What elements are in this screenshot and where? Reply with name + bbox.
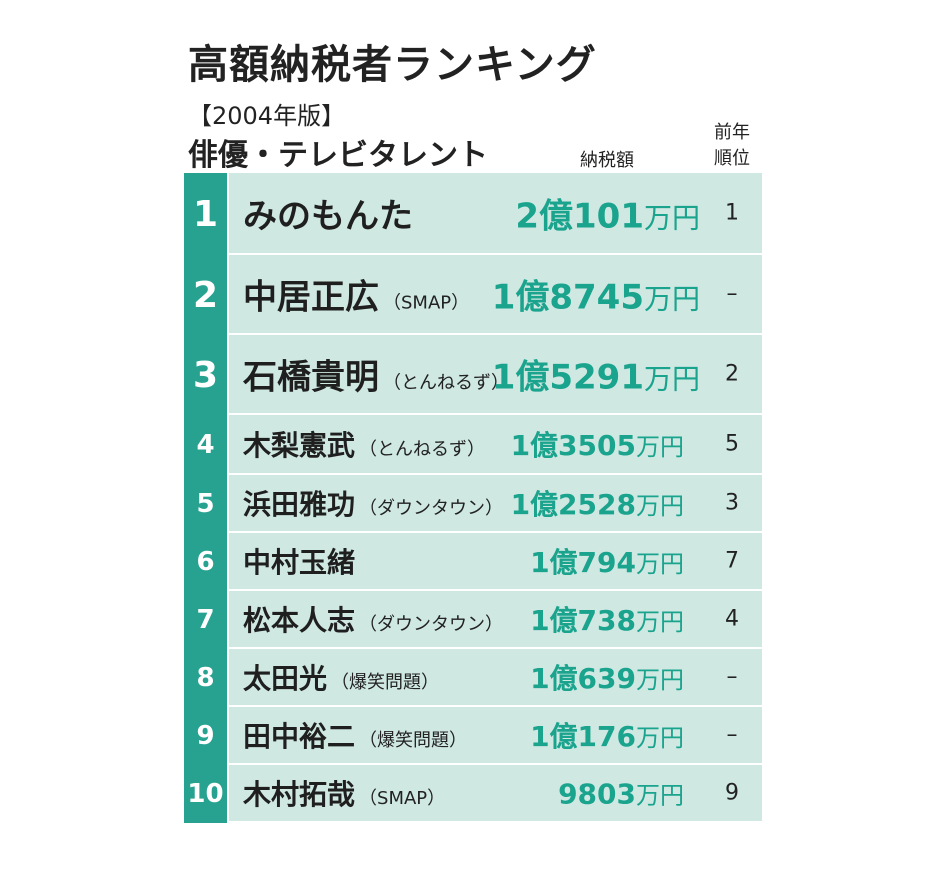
table-row: 8 太田光 （爆笑問題） 1億639万円 – (184, 649, 762, 707)
group-name: （とんねるず） (383, 372, 509, 394)
tax-column-header: 納税額 (580, 150, 634, 171)
person-name: 田中裕二 （爆笑問題） (243, 720, 468, 753)
amount-unit: 万円 (643, 362, 700, 396)
table-row: 7 松本人志 （ダウンタウン） 1億738万円 4 (184, 591, 762, 649)
rank-number: 4 (184, 415, 229, 475)
tax-amount: 1億8745万円 (491, 277, 700, 318)
amount-unit: 万円 (643, 282, 700, 316)
tax-amount: 1億176万円 (530, 720, 684, 753)
person-name: 木梨憲武 （とんねるず） (243, 429, 486, 462)
rank-number: 7 (184, 591, 229, 649)
previous-rank: 9 (725, 780, 739, 806)
amount-unit: 万円 (636, 550, 684, 578)
tax-amount: 1億639万円 (530, 662, 684, 695)
previous-rank: 7 (725, 548, 739, 574)
person-name: 浜田雅功 （ダウンタウン） (243, 488, 504, 521)
group-name: （ダウンタウン） (359, 498, 504, 519)
tax-amount: 9803万円 (558, 777, 684, 811)
group-name: （爆笑問題） (331, 672, 440, 693)
tax-amount: 2億101万円 (515, 196, 700, 237)
tax-amount: 1億5291万円 (491, 357, 700, 398)
amount-unit: 万円 (636, 608, 684, 636)
amount-unit: 万円 (636, 781, 684, 810)
group-name: （SMAP） (359, 788, 446, 809)
table-row: 2 中居正広 （SMAP） 1億8745万円 – (184, 255, 762, 335)
amount-unit: 万円 (636, 724, 684, 752)
previous-rank: 2 (725, 361, 739, 387)
amount-unit: 万円 (636, 666, 684, 694)
ranking-table: 1 みのもんた 2億101万円 1 2 中居正広 （SMAP） 1億8745万円 … (184, 173, 762, 823)
previous-rank: 5 (725, 431, 739, 457)
rank-number: 8 (184, 649, 229, 707)
tax-amount: 1億3505万円 (510, 429, 684, 462)
person-name: 太田光 （爆笑問題） (243, 662, 440, 695)
category-title: 俳優・テレビタレント (188, 138, 488, 173)
person-name: 木村拓哉 （SMAP） (243, 778, 446, 811)
table-row: 6 中村玉緒 1億794万円 7 (184, 533, 762, 591)
rank-number: 9 (184, 707, 229, 765)
previous-rank: – (726, 664, 738, 690)
table-row: 4 木梨憲武 （とんねるず） 1億3505万円 5 (184, 415, 762, 475)
group-name: （ダウンタウン） (359, 614, 504, 635)
previous-rank-column-header: 前年 順位 (704, 120, 760, 172)
group-name: （とんねるず） (359, 439, 486, 460)
previous-rank-header-line2: 順位 (714, 148, 750, 169)
group-name: （SMAP） (383, 292, 470, 314)
table-row: 5 浜田雅功 （ダウンタウン） 1億2528万円 3 (184, 475, 762, 533)
tax-amount: 1億794万円 (530, 546, 684, 579)
table-row: 3 石橋貴明 （とんねるず） 1億5291万円 2 (184, 335, 762, 415)
amount-unit: 万円 (643, 201, 700, 235)
page-title: 高額納税者ランキング (188, 42, 597, 88)
previous-rank-header-line1: 前年 (714, 122, 750, 143)
person-name: みのもんた (243, 196, 413, 237)
amount-unit: 万円 (636, 492, 684, 520)
table-row: 1 みのもんた 2億101万円 1 (184, 173, 762, 255)
group-name: （爆笑問題） (359, 730, 468, 751)
rank-number: 10 (184, 765, 229, 823)
rank-number: 1 (184, 173, 229, 255)
previous-rank: – (726, 281, 738, 307)
person-name: 中村玉緒 (243, 546, 356, 579)
year-label: 【2004年版】 (188, 102, 346, 130)
rank-number: 5 (184, 475, 229, 533)
amount-unit: 万円 (636, 433, 684, 461)
person-name: 石橋貴明 （とんねるず） (243, 357, 509, 398)
rank-number: 6 (184, 533, 229, 591)
previous-rank: – (726, 722, 738, 748)
rank-number: 3 (184, 335, 229, 415)
rank-number: 2 (184, 255, 229, 335)
table-row: 10 木村拓哉 （SMAP） 9803万円 9 (184, 765, 762, 823)
tax-amount: 1億2528万円 (510, 488, 684, 521)
previous-rank: 4 (725, 606, 739, 632)
tax-amount: 1億738万円 (530, 604, 684, 637)
person-name: 松本人志 （ダウンタウン） (243, 604, 504, 637)
table-row: 9 田中裕二 （爆笑問題） 1億176万円 – (184, 707, 762, 765)
previous-rank: 1 (725, 200, 739, 226)
person-name: 中居正広 （SMAP） (243, 277, 470, 318)
previous-rank: 3 (725, 490, 739, 516)
